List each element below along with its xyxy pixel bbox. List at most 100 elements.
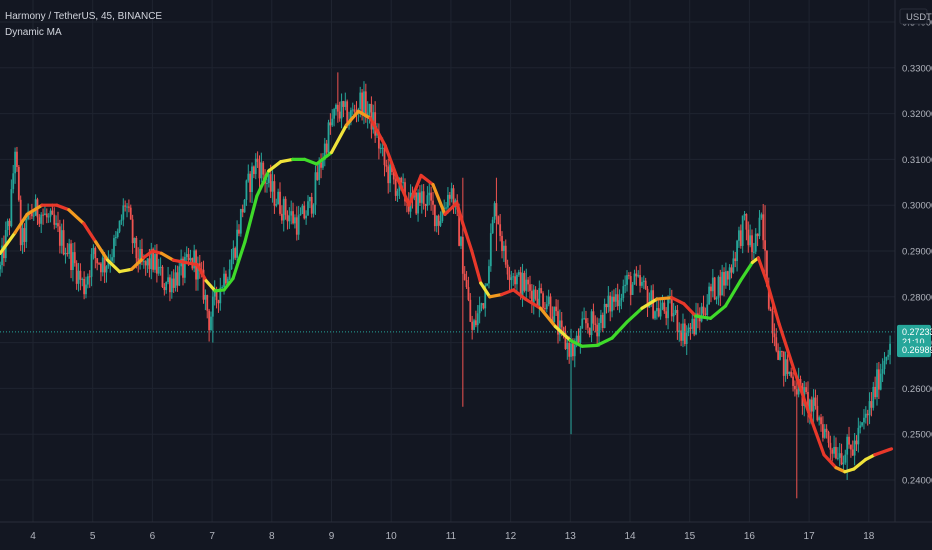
candle-body bbox=[635, 273, 638, 277]
candle-body bbox=[553, 306, 556, 323]
candle-body bbox=[670, 298, 673, 317]
candle bbox=[172, 269, 175, 293]
candle bbox=[60, 223, 63, 254]
time-tick-label: 12 bbox=[505, 531, 517, 542]
candle bbox=[262, 161, 265, 181]
candle bbox=[284, 196, 287, 220]
candle-body bbox=[864, 413, 867, 418]
candle-body bbox=[236, 229, 238, 258]
candle bbox=[232, 240, 235, 265]
candle bbox=[57, 211, 59, 232]
candle bbox=[320, 153, 322, 179]
candle bbox=[646, 286, 649, 318]
candle-body bbox=[773, 333, 776, 338]
candle-body bbox=[558, 320, 561, 335]
candle bbox=[851, 440, 854, 456]
candle-body bbox=[743, 214, 746, 216]
candle-body bbox=[439, 221, 442, 226]
candle-body bbox=[66, 252, 69, 254]
candle-body bbox=[805, 387, 808, 393]
candle-body bbox=[167, 277, 169, 283]
candle-body bbox=[92, 247, 95, 255]
candle-body bbox=[874, 386, 877, 398]
candle-body bbox=[124, 205, 127, 207]
candle-body bbox=[807, 392, 809, 413]
candle-body bbox=[607, 295, 610, 308]
candle bbox=[864, 406, 867, 424]
candle-body bbox=[135, 237, 138, 259]
candle-body bbox=[460, 236, 462, 246]
candle-body bbox=[463, 273, 466, 280]
candle-body bbox=[219, 287, 222, 304]
candle bbox=[782, 351, 785, 387]
candle-body bbox=[577, 335, 580, 343]
candle bbox=[389, 161, 391, 193]
indicator-legend[interactable]: Dynamic MA bbox=[5, 27, 62, 38]
candle bbox=[206, 294, 209, 319]
candle-body bbox=[713, 277, 716, 300]
candle bbox=[114, 231, 117, 247]
candle-body bbox=[282, 198, 285, 221]
candle-body bbox=[784, 359, 787, 376]
candle-body bbox=[385, 165, 388, 167]
candle bbox=[728, 264, 731, 291]
candle-body bbox=[245, 180, 248, 200]
candle-body bbox=[822, 424, 824, 438]
candle-body bbox=[808, 399, 811, 413]
candle-body bbox=[661, 302, 664, 310]
candle bbox=[532, 284, 535, 315]
currency-label-text: USDT bbox=[906, 12, 932, 23]
candle bbox=[88, 270, 91, 288]
ma-segment bbox=[625, 306, 644, 324]
time-axis[interactable]: 4 5 6 7 8 9 10 11 12 13 14 15 16 17 18 bbox=[0, 521, 932, 550]
candle-body bbox=[340, 101, 343, 119]
candle-body bbox=[402, 182, 405, 184]
candle-body bbox=[544, 308, 546, 310]
candle bbox=[170, 271, 173, 299]
symbol-legend[interactable]: Harmony / TetherUS, 45, BINANCE bbox=[5, 11, 163, 22]
candle bbox=[426, 186, 429, 211]
candle-body bbox=[717, 276, 720, 298]
candle-body bbox=[73, 252, 76, 264]
candle-body bbox=[260, 162, 263, 179]
candle bbox=[292, 202, 294, 225]
candle-body bbox=[169, 277, 171, 293]
candle bbox=[77, 262, 80, 292]
candle bbox=[6, 218, 9, 237]
candle-body bbox=[555, 306, 558, 312]
candle-body bbox=[280, 213, 283, 221]
candle-body bbox=[417, 192, 419, 214]
candle-body bbox=[241, 208, 244, 213]
candle-body bbox=[676, 309, 679, 332]
candle bbox=[0, 261, 2, 277]
candle-body bbox=[704, 313, 707, 315]
candle-body bbox=[624, 284, 627, 287]
candle-body bbox=[879, 373, 882, 390]
candle-body bbox=[174, 272, 177, 288]
candle-body bbox=[857, 427, 860, 445]
candle-body bbox=[512, 276, 515, 278]
candle-body bbox=[792, 376, 794, 386]
ma-segment bbox=[511, 288, 528, 301]
candle bbox=[116, 228, 119, 239]
price-axis[interactable]: 0.230000.240000.250000.260000.270000.280… bbox=[894, 0, 932, 550]
candle bbox=[338, 101, 341, 122]
candle bbox=[396, 188, 399, 202]
candle bbox=[387, 158, 390, 194]
candle-body bbox=[458, 209, 461, 246]
candle-body bbox=[157, 266, 160, 274]
candle-body bbox=[620, 298, 623, 301]
price-badge-box bbox=[897, 343, 931, 358]
candle bbox=[415, 192, 418, 216]
candle-body bbox=[698, 317, 701, 322]
candle-body bbox=[12, 173, 15, 190]
candle-body bbox=[329, 122, 332, 126]
candle-body bbox=[633, 273, 636, 285]
candle-body bbox=[637, 275, 640, 277]
candle bbox=[855, 435, 858, 451]
candle bbox=[592, 303, 595, 331]
candle bbox=[495, 177, 498, 251]
ma-segment bbox=[419, 173, 435, 187]
candle-body bbox=[480, 303, 483, 306]
